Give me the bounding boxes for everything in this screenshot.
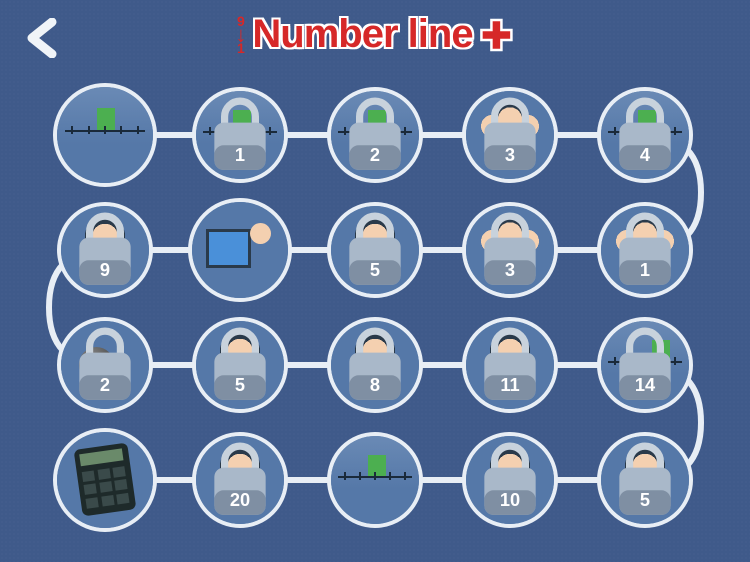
- level-node[interactable]: [327, 432, 423, 528]
- level-node-locked[interactable]: 1: [597, 202, 693, 298]
- level-number-label: 9: [100, 259, 110, 281]
- level-number-label: 14: [635, 374, 655, 396]
- level-number-label: 10: [500, 489, 520, 511]
- title-prefix-icon: 9 ↓ 1: [235, 14, 246, 55]
- level-number-label: 1: [640, 259, 650, 281]
- level-node-locked[interactable]: 9: [57, 202, 153, 298]
- level-number-label: 3: [505, 144, 515, 166]
- level-node-locked[interactable]: 5: [597, 432, 693, 528]
- level-number-label: 5: [370, 259, 380, 281]
- level-number-label: 5: [235, 374, 245, 396]
- level-number-label: 8: [370, 374, 380, 396]
- level-node-locked[interactable]: 11: [462, 317, 558, 413]
- plus-icon: [479, 17, 515, 53]
- level-nodes: 1 2 3 4: [0, 0, 750, 562]
- level-number-label: 3: [505, 259, 515, 281]
- numberline-icon: [331, 436, 419, 524]
- level-node-locked[interactable]: 3: [462, 202, 558, 298]
- level-node-locked[interactable]: 8: [327, 317, 423, 413]
- level-number-label: 2: [370, 144, 380, 166]
- back-chevron-icon: [22, 18, 62, 58]
- level-number-label: 2: [100, 374, 110, 396]
- level-node-locked[interactable]: 5: [327, 202, 423, 298]
- level-node-locked[interactable]: 2: [57, 317, 153, 413]
- title-text: Number line: [252, 12, 472, 57]
- level-number-label: 20: [230, 489, 250, 511]
- level-node[interactable]: [53, 428, 157, 532]
- level-node[interactable]: [188, 198, 292, 302]
- level-node-locked[interactable]: 14: [597, 317, 693, 413]
- level-node-locked[interactable]: 20: [192, 432, 288, 528]
- level-node[interactable]: [53, 83, 157, 187]
- level-node-locked[interactable]: 1: [192, 87, 288, 183]
- calculator-icon: [57, 432, 153, 528]
- level-number-label: 4: [640, 144, 650, 166]
- level-node-locked[interactable]: 3: [462, 87, 558, 183]
- title-prefix-bottom: 1: [237, 41, 245, 55]
- level-node-locked[interactable]: 4: [597, 87, 693, 183]
- level-number-label: 11: [500, 374, 519, 396]
- level-number-label: 1: [235, 144, 245, 166]
- level-number-label: 5: [640, 489, 650, 511]
- level-node-locked[interactable]: 5: [192, 317, 288, 413]
- level-node-locked[interactable]: 10: [462, 432, 558, 528]
- level-node-locked[interactable]: 2: [327, 87, 423, 183]
- back-button[interactable]: [22, 18, 62, 58]
- page-title: 9 ↓ 1 Number line: [235, 12, 514, 57]
- computer-icon: [192, 202, 288, 298]
- numberline-icon: [57, 87, 153, 183]
